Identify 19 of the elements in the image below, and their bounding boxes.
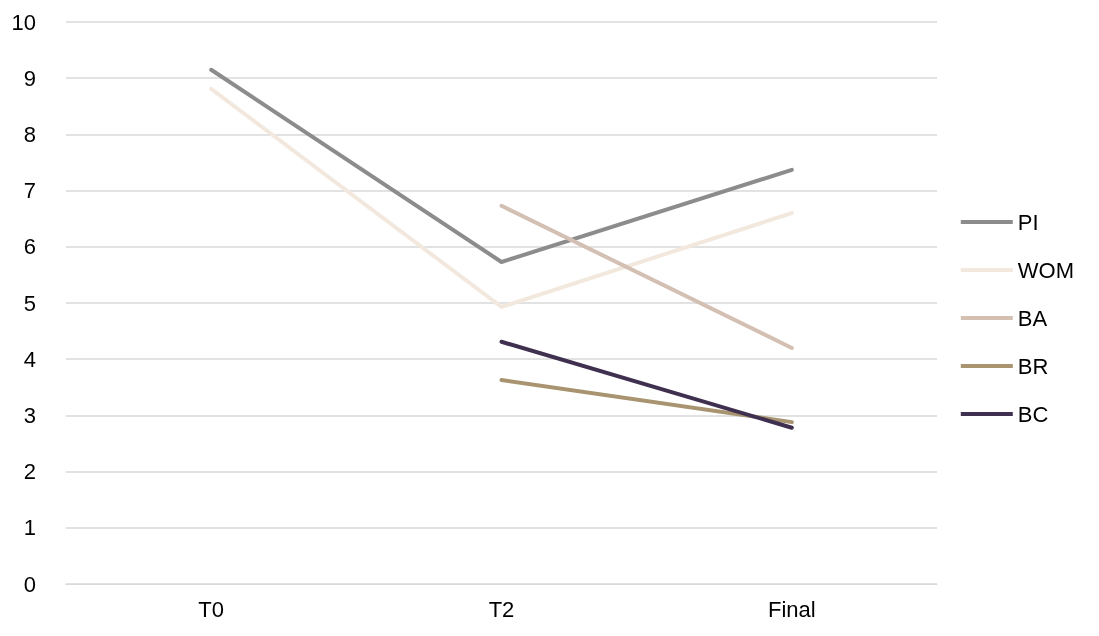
y-tick-label: 10	[11, 9, 36, 35]
y-tick-label: 1	[23, 515, 36, 541]
legend-label: BC	[1017, 401, 1049, 427]
y-tick-label: 8	[23, 121, 36, 147]
y-tick-label: 4	[23, 346, 36, 372]
y-tick-label: 5	[23, 290, 36, 316]
x-tick-label: Final	[767, 596, 816, 622]
x-tick-label: T2	[488, 596, 515, 622]
y-tick-label: 2	[23, 459, 36, 485]
legend-label: BA	[1017, 305, 1048, 331]
legend-label: BR	[1017, 353, 1049, 379]
legend-label: WOM	[1017, 257, 1074, 283]
y-tick-label: 6	[23, 234, 36, 260]
y-tick-label: 0	[23, 571, 36, 597]
legend-label: PI	[1017, 209, 1039, 235]
x-tick-label: T0	[198, 596, 225, 622]
y-tick-label: 3	[23, 402, 36, 428]
y-tick-label: 7	[23, 178, 36, 204]
y-tick-label: 9	[23, 65, 36, 91]
